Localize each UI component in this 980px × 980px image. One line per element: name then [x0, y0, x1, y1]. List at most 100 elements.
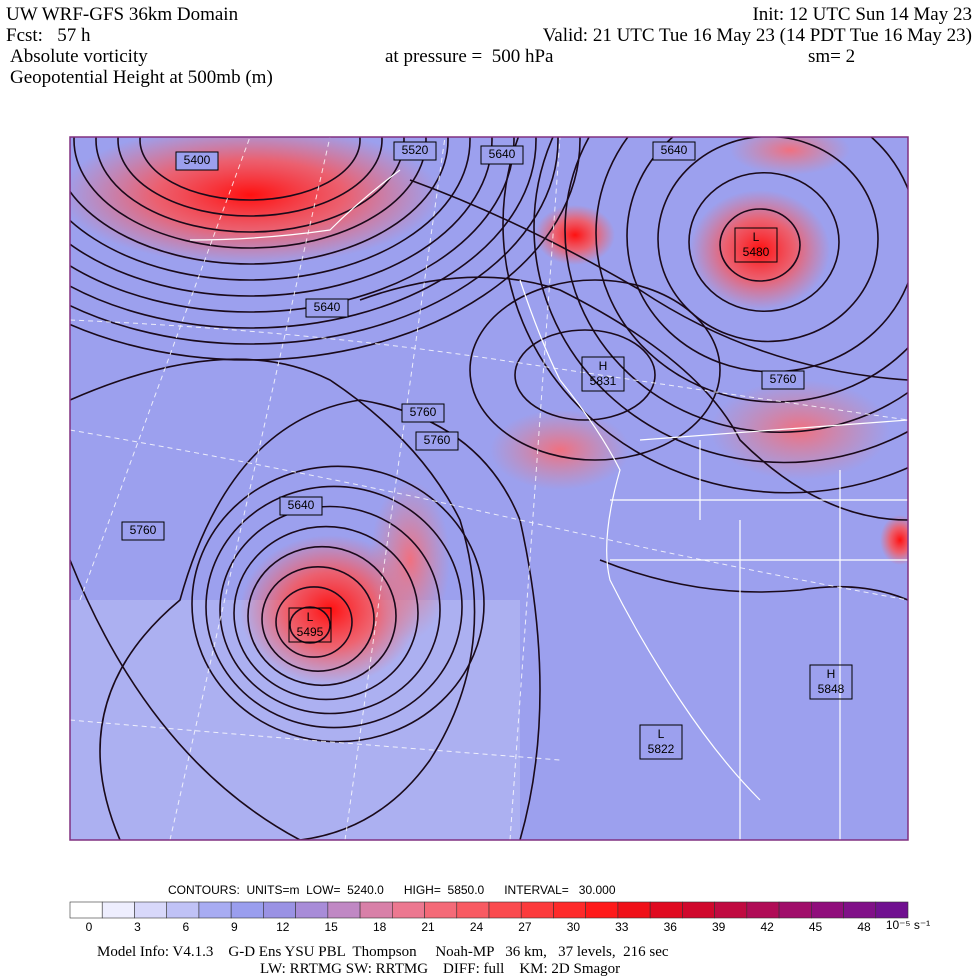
- colorbar-swatch: [424, 901, 458, 919]
- contour: [70, 137, 559, 345]
- contour: [289, 606, 331, 644]
- center-value: 5831: [590, 374, 617, 388]
- colorbar-swatch: [166, 901, 200, 919]
- center-type: L: [307, 610, 314, 624]
- contour: [595, 137, 908, 403]
- colorbar-swatch: [649, 901, 683, 919]
- contour: [261, 565, 375, 672]
- contour: [359, 276, 908, 521]
- colorbar-label: 30: [567, 920, 581, 934]
- colorbar-swatch: [811, 901, 844, 919]
- colorbar-label: 0: [86, 920, 93, 934]
- colorbar-label: 15: [325, 920, 339, 934]
- center-type: L: [753, 230, 760, 244]
- contour-label-bg: [393, 141, 437, 161]
- contour: [70, 137, 449, 265]
- colorbar-swatch: [392, 901, 425, 919]
- contour: [70, 137, 515, 313]
- center-box: [581, 356, 625, 392]
- contour: [73, 137, 427, 249]
- contour-label-bg: [415, 431, 459, 451]
- contour-label-bg: [401, 403, 445, 423]
- model-info: Model Info: V4.1.3 G-D Ens YSU PBL Thomp…: [97, 944, 669, 960]
- pressure: at pressure = 500 hPa: [385, 46, 554, 67]
- contour: [219, 505, 441, 715]
- colorbar-swatch: [778, 901, 812, 919]
- colorbar-swatch: [617, 901, 651, 919]
- center-value: 5495: [297, 625, 324, 639]
- colorbar-swatch: [295, 901, 329, 919]
- contour: [719, 208, 801, 282]
- colorbar-unit: 10⁻⁵ s⁻¹: [886, 918, 930, 932]
- colorbar-swatch: [875, 901, 909, 919]
- forecast-hour: Fcst: 57 h: [6, 25, 91, 46]
- contour-label-bg: [175, 151, 219, 171]
- colorbar-swatch: [359, 901, 393, 919]
- valid-time: Valid: 21 UTC Tue 16 May 23 (14 PDT Tue …: [543, 25, 972, 46]
- contour: [533, 137, 908, 464]
- contour-label: 5640: [288, 498, 315, 512]
- contour: [99, 399, 541, 840]
- colorbar-swatch: [843, 901, 877, 919]
- smoothing: sm= 2: [808, 46, 855, 67]
- center-value: 5848: [818, 682, 845, 696]
- contour: [233, 525, 419, 701]
- contour: [70, 559, 301, 840]
- center-type: H: [599, 359, 608, 373]
- contour-field: Geopotential Height at 500mb (m): [10, 67, 273, 88]
- colorbar-label: 33: [615, 920, 629, 934]
- contour: [70, 137, 493, 297]
- init: Init: 12 UTC Sun 14 May 23: [752, 4, 972, 25]
- colorbar-label: 12: [276, 920, 290, 934]
- colorbar-swatch: [456, 901, 490, 919]
- contour-label-bg: [121, 521, 165, 541]
- contour-label-bg: [480, 145, 524, 165]
- colorbar-swatch: [682, 901, 715, 919]
- colorbar-swatch: [230, 901, 264, 919]
- center-box: [288, 607, 332, 643]
- contour: [191, 465, 485, 743]
- contour: [469, 279, 721, 461]
- contour-label: 5640: [661, 143, 688, 157]
- contour: [599, 559, 908, 601]
- contour: [70, 137, 471, 281]
- field: Absolute vorticity: [10, 46, 148, 67]
- contour-label: 5640: [489, 147, 516, 161]
- colorbar-swatch: [585, 901, 619, 919]
- colorbar-swatch: [714, 901, 748, 919]
- center-type: L: [658, 727, 665, 741]
- colorbar-swatch: [327, 901, 361, 919]
- contour-label-bg: [279, 496, 323, 516]
- contour-label: 5640: [314, 300, 341, 314]
- contour: [502, 137, 908, 494]
- center-box: [639, 724, 683, 760]
- colorbar-label: 9: [231, 920, 238, 934]
- colorbar-swatch: [101, 901, 135, 919]
- colorbar-label: 48: [857, 920, 871, 934]
- colorbar-swatch: [520, 901, 554, 919]
- contour: [688, 171, 840, 313]
- colorbar-label: 6: [183, 920, 190, 934]
- contour: [139, 137, 361, 201]
- contour: [70, 358, 476, 840]
- contour-label: 5400: [184, 153, 211, 167]
- contour-label: 5760: [424, 433, 451, 447]
- contour: [514, 329, 656, 421]
- contour: [95, 137, 405, 233]
- contour-label: 5760: [770, 372, 797, 386]
- colorbar-label: 45: [809, 920, 823, 934]
- contour-label: 5760: [130, 523, 157, 537]
- contour-label: 5520: [402, 143, 429, 157]
- contour-label-bg: [305, 298, 349, 318]
- colorbar-label: 21: [421, 920, 435, 934]
- colorbar-swatch: [263, 901, 296, 919]
- colorbar-swatch: [134, 901, 167, 919]
- colorbar-label: 36: [664, 920, 678, 934]
- contour-label: 5760: [410, 405, 437, 419]
- contour: [409, 179, 908, 381]
- title: UW WRF-GFS 36km Domain: [6, 4, 239, 25]
- map-frame: [69, 136, 909, 841]
- center-box: [734, 227, 778, 263]
